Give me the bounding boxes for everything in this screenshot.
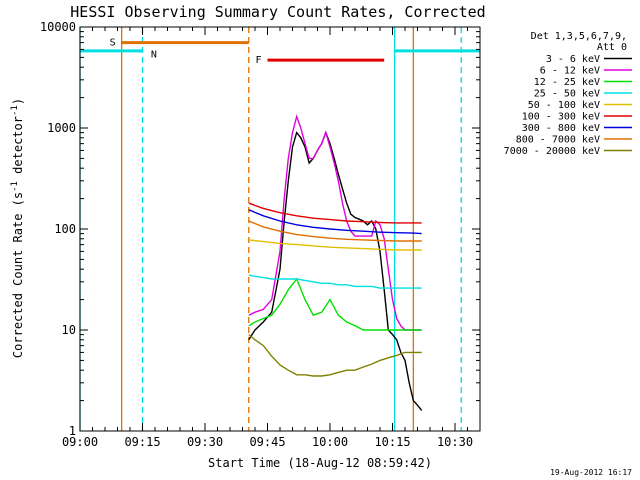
y-tick-label-2: 100 [54, 222, 76, 236]
x-tick-label-0: 09:00 [62, 435, 98, 449]
chart-title: HESSI Observing Summary Count Rates, Cor… [70, 3, 485, 21]
legend-label-5: 100 - 300 keV [522, 112, 600, 123]
y-tick-label-1: 10 [62, 323, 76, 337]
legend-label-8: 7000 - 20000 keV [504, 146, 600, 157]
plot-frame [79, 26, 481, 432]
y-axis-label-main: Corrected Count Rate (s [11, 192, 25, 358]
x-tick-label-4: 10:00 [312, 435, 348, 449]
legend-header-0: Det 1,3,5,6,7,9, [531, 31, 627, 42]
legend-label-0: 3 - 6 keV [546, 54, 600, 65]
y-tick-label-4: 10000 [40, 20, 76, 34]
legend-label-2: 12 - 25 keV [534, 77, 600, 88]
legend-header-1: Att 0 [597, 42, 627, 53]
annotation-0: N [151, 49, 157, 60]
x-tick-label-6: 10:30 [437, 435, 473, 449]
y-axis-label-sup2: -1 [10, 105, 20, 116]
flag-segments: S F N [80, 38, 480, 66]
legend-label-6: 300 - 800 keV [522, 123, 600, 134]
series-line-8 [248, 334, 422, 377]
footer-date: 19-Aug-2012 16:17 [550, 468, 632, 477]
flag-label-1: F [256, 55, 262, 66]
legend-label-1: 6 - 12 keV [540, 66, 600, 77]
x-tick-label-1: 09:15 [124, 435, 160, 449]
x-tick-label-3: 09:45 [249, 435, 285, 449]
legend-label-4: 50 - 100 keV [528, 100, 600, 111]
series-line-1 [248, 114, 422, 331]
series-lines [248, 114, 423, 411]
series-line-6 [248, 209, 422, 235]
y-axis-label-mid: detector [11, 116, 25, 181]
axes: 09:00 09:15 09:30 09:45 10:00 10:15 10:30 1 10 10… [40, 20, 481, 449]
y-tick-label-0: 1 [69, 424, 76, 438]
x-tick-label-5: 10:15 [374, 435, 410, 449]
y-tick-label-3: 1000 [47, 121, 76, 135]
legend-label-3: 25 - 50 keV [534, 89, 600, 100]
series-line-7 [248, 220, 422, 242]
series-line-4 [248, 239, 422, 251]
legend-label-7: 800 - 7000 keV [516, 135, 600, 146]
series-line-5 [248, 202, 422, 224]
series-line-0 [248, 130, 423, 411]
y-axis-label: Corrected Count Rate (s-1 detector-1) [10, 98, 25, 358]
x-tick-label-2: 09:30 [187, 435, 223, 449]
series-line-2 [248, 277, 422, 331]
flag-label-0: S [110, 38, 116, 49]
series-line-3 [248, 274, 422, 289]
y-axis-label-end: ) [11, 98, 25, 105]
x-axis-label: Start Time (18-Aug-12 08:59:42) [208, 456, 432, 470]
y-axis-label-sup1: -1 [10, 181, 20, 192]
